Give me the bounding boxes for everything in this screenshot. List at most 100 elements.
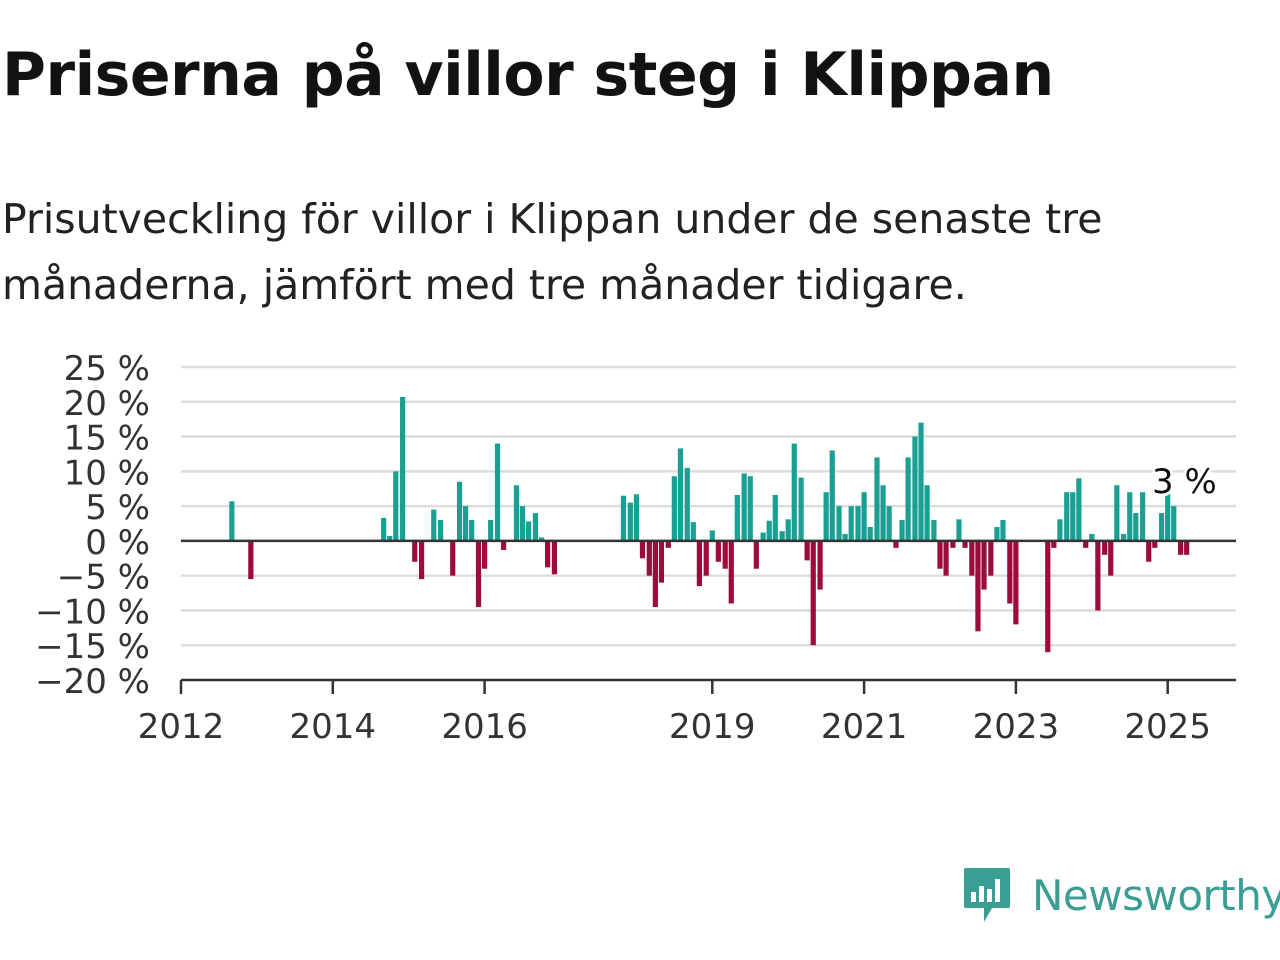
y-tick-label: −20 % — [35, 662, 150, 702]
bar-chart: 25 %20 %15 %10 %5 %0 %−5 %−10 %−15 %−20 … — [35, 349, 1236, 747]
bar — [1146, 540, 1152, 562]
bar — [1102, 540, 1108, 555]
bar — [544, 540, 551, 568]
bar — [1076, 478, 1082, 541]
chart-title: Priserna på villor steg i Klippan — [2, 40, 1054, 110]
bar — [924, 485, 930, 541]
bar — [798, 477, 804, 541]
bar — [1070, 492, 1076, 541]
bar — [950, 540, 956, 548]
bar — [994, 526, 1000, 541]
bar — [855, 506, 861, 541]
bars — [229, 396, 1190, 653]
y-tick-label: 5 % — [85, 488, 150, 528]
bar — [823, 492, 829, 541]
bar — [867, 526, 873, 541]
bar — [1083, 540, 1089, 548]
bar — [229, 501, 235, 541]
bar — [880, 485, 886, 541]
y-tick-label: 25 % — [64, 349, 150, 389]
bar — [1127, 492, 1133, 541]
brand-name: Newsworthy — [1032, 870, 1280, 920]
bar — [772, 494, 778, 541]
bar — [1114, 485, 1120, 541]
bar — [665, 540, 671, 548]
bar — [1089, 533, 1095, 541]
bar — [1133, 513, 1139, 541]
bar — [899, 520, 905, 541]
bar — [779, 531, 785, 541]
bar-chart-speech-bubble-icon — [964, 868, 1010, 922]
bar — [975, 540, 981, 632]
bar — [874, 457, 880, 541]
bar — [1140, 492, 1146, 541]
bar — [848, 506, 854, 541]
x-tick-label: 2025 — [1124, 707, 1211, 747]
bar — [709, 530, 715, 541]
bar — [538, 537, 545, 541]
bar — [722, 540, 728, 569]
bar — [905, 457, 911, 541]
bar — [1121, 533, 1127, 541]
tick-labels: 25 %20 %15 %10 %5 %0 %−5 %−10 %−15 %−20 … — [35, 349, 1220, 747]
bar — [728, 540, 734, 604]
bar — [456, 481, 463, 541]
bar — [962, 540, 968, 548]
bar — [684, 467, 690, 541]
bar — [437, 520, 444, 541]
bar — [412, 540, 418, 562]
bar — [829, 450, 835, 541]
bar — [931, 520, 937, 541]
bar — [381, 517, 387, 541]
y-tick-label: 15 % — [64, 419, 150, 459]
bar — [785, 519, 791, 541]
bar — [988, 540, 994, 576]
bar — [627, 502, 633, 541]
bar — [1064, 492, 1070, 541]
bar — [893, 540, 899, 548]
bar — [715, 540, 721, 562]
bar — [526, 521, 532, 541]
bar — [400, 396, 406, 541]
bar — [1177, 540, 1184, 555]
bar — [494, 443, 501, 541]
x-tick-label: 2016 — [441, 707, 528, 747]
bar — [760, 532, 766, 541]
bar — [886, 506, 892, 541]
brand: Newsworthy — [962, 866, 1280, 924]
bar — [500, 540, 507, 550]
bar — [690, 522, 696, 541]
x-tick-label: 2023 — [973, 707, 1060, 747]
bar — [817, 540, 823, 590]
y-tick-label: −5 % — [57, 558, 150, 598]
bar — [943, 540, 949, 576]
bar — [633, 494, 639, 541]
bar — [1007, 540, 1013, 604]
x-tick-label: 2014 — [290, 707, 377, 747]
bar — [937, 540, 943, 569]
y-tick-label: −10 % — [35, 592, 150, 632]
bar — [766, 520, 772, 541]
y-tick-label: 0 % — [85, 523, 150, 563]
x-tick-label: 2019 — [669, 707, 756, 747]
bar — [671, 476, 677, 541]
bar — [620, 495, 627, 541]
bar — [1095, 540, 1101, 611]
bar — [481, 540, 488, 569]
bar — [956, 519, 962, 541]
bar — [431, 509, 437, 541]
bar — [918, 422, 924, 541]
bar — [463, 506, 469, 541]
bar — [1013, 540, 1019, 625]
bar — [981, 540, 987, 590]
bar — [419, 540, 425, 580]
bar — [652, 540, 658, 607]
bar — [551, 540, 558, 575]
bar — [703, 540, 709, 576]
bar — [1051, 540, 1057, 548]
x-tick-label: 2012 — [138, 707, 225, 747]
y-tick-label: 10 % — [64, 453, 150, 493]
bar — [1000, 520, 1006, 541]
bar — [639, 540, 646, 559]
bar — [658, 540, 665, 583]
